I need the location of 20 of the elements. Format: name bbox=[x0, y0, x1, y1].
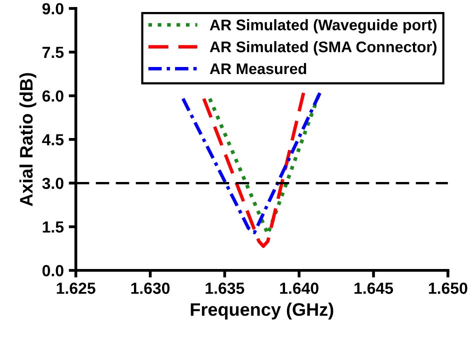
legend-label: AR Simulated (SMA Connector) bbox=[210, 41, 436, 56]
line-series bbox=[181, 91, 322, 234]
legend-label: AR Simulated (Waveguide port) bbox=[210, 19, 436, 34]
y-tick-label: 3.0 bbox=[42, 178, 64, 190]
x-tick-label: 1.630 bbox=[131, 282, 170, 294]
y-tick-label: 1.5 bbox=[42, 222, 64, 233]
y-tick-label: 7.5 bbox=[42, 46, 64, 58]
y-tick-label: 9.0 bbox=[42, 3, 64, 14]
x-tick-label: 1.640 bbox=[280, 282, 318, 294]
x-tick-label: 1.650 bbox=[428, 282, 468, 294]
line-series bbox=[202, 91, 306, 248]
x-tick-label: 1.625 bbox=[56, 282, 96, 294]
y-tick-label: 0.0 bbox=[42, 265, 64, 276]
y-axis-title: Axial Ratio (dB) bbox=[19, 73, 36, 206]
legend-label: AR Measured bbox=[210, 62, 306, 74]
y-tick-label: 4.5 bbox=[42, 134, 64, 146]
x-axis-title: Frequency (GHz) bbox=[190, 302, 334, 320]
x-tick-label: 1.645 bbox=[354, 282, 394, 294]
x-tick-label: 1.635 bbox=[206, 282, 244, 294]
y-tick-label: 6.0 bbox=[42, 90, 64, 102]
